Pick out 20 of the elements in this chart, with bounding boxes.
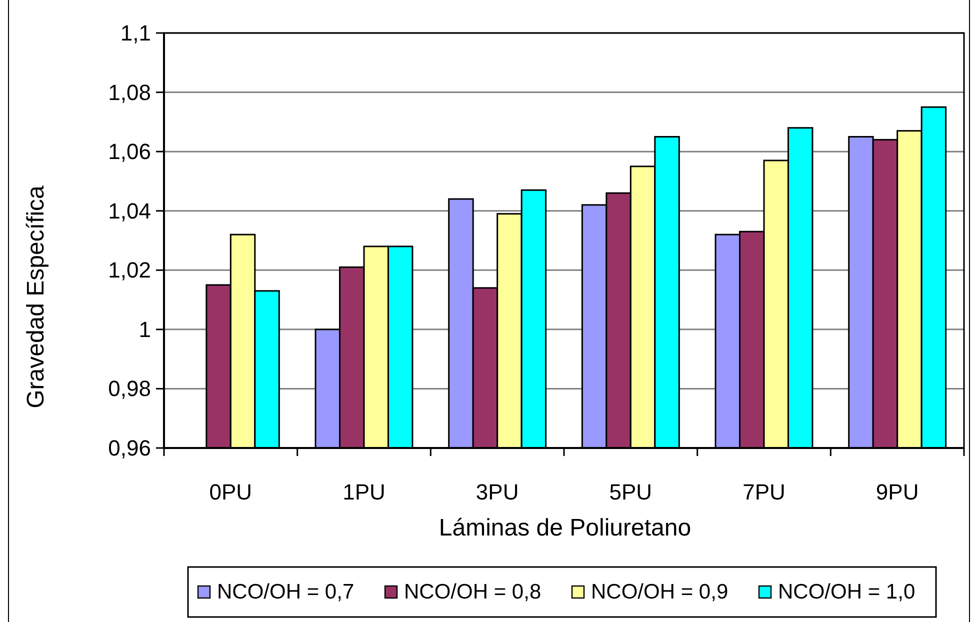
y-tick-label: 1,08 [108,80,151,105]
y-tick-label: 0,98 [108,376,151,402]
legend-label: NCO/OH = 1,0 [778,580,916,604]
x-tick-label: 3PU [476,480,519,504]
y-tick-label: 1 [138,316,151,342]
x-tick-label: 7PU [742,480,786,504]
y-axis-title: Gravedad Específica [22,184,50,408]
y-tick-label: 1,02 [108,258,151,283]
y-tick-label: 1,1 [120,20,151,46]
x-tick-label: 9PU [876,480,919,504]
x-tick-label: 5PU [609,480,652,504]
legend-label: NCO/OH = 0,9 [591,580,728,604]
y-tick-label: 1,06 [108,139,151,164]
x-tick-label: 0PU [209,480,252,504]
x-axis-title: Láminas de Poliuretano [438,514,692,542]
y-tick-label: 1,04 [108,198,151,224]
legend-label: NCO/OH = 0,7 [217,580,354,604]
legend-label: NCO/OH = 0,8 [404,580,542,604]
y-tick-label: 0,96 [108,436,151,460]
x-tick-label: 1PU [342,480,386,504]
